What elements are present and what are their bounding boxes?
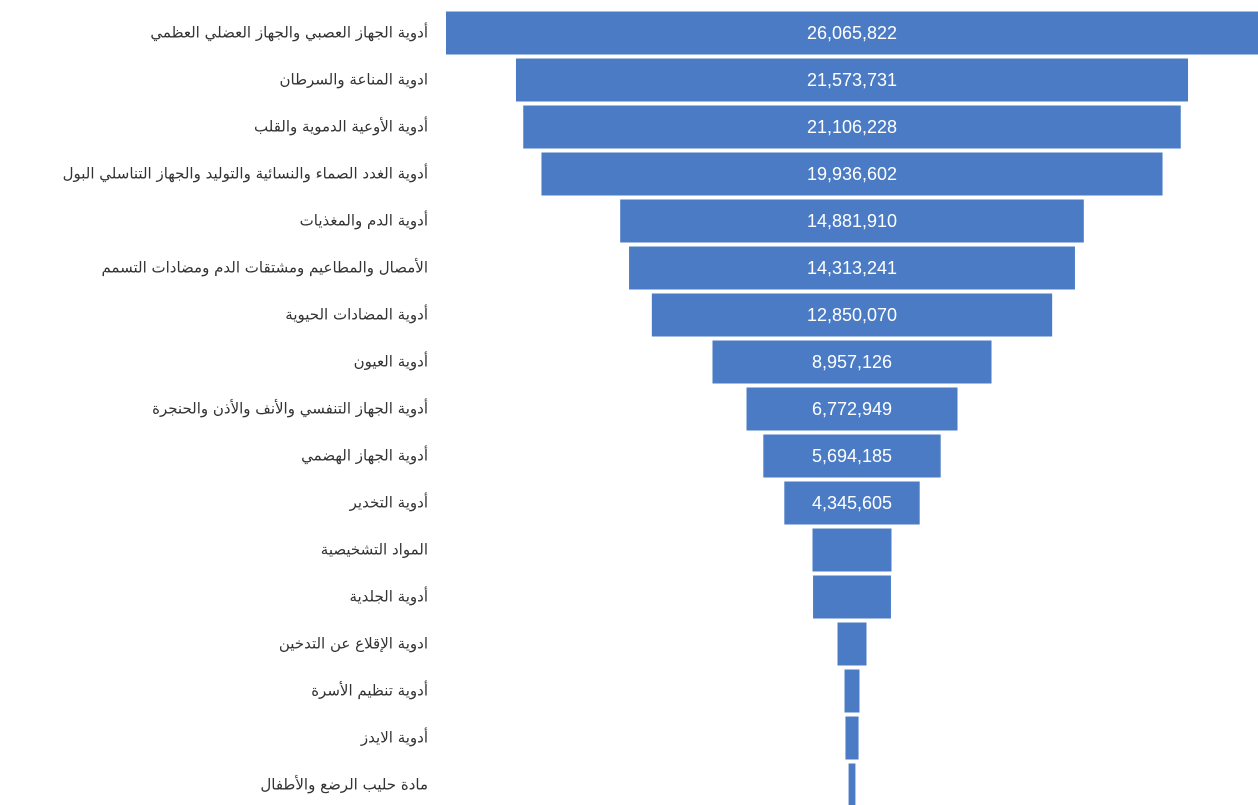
funnel-bar (763, 434, 941, 478)
value-label: 21,573,731 (807, 70, 897, 90)
category-label: أدوية الجهاز العصبي والجهاز العضلي العظم… (150, 23, 428, 43)
funnel-bar (845, 716, 859, 760)
category-label: أدوية تنظيم الأسرة (311, 681, 428, 700)
category-label: ادوية الإقلاع عن التدخين (279, 635, 428, 653)
category-label: أدوية المضادات الحيوية (285, 305, 428, 324)
value-label: 6,772,949 (812, 399, 892, 419)
funnel-bar (746, 387, 958, 431)
value-label: 4,345,605 (812, 493, 892, 513)
category-label: أدوية التخدير (349, 493, 428, 512)
funnel-bar (844, 669, 860, 713)
funnel-bar (848, 763, 856, 805)
funnel-bar (541, 152, 1163, 196)
funnel-bar (784, 481, 920, 525)
value-label: 14,881,910 (807, 211, 897, 231)
funnel-bar (629, 246, 1075, 290)
category-label: أدوية الجلدية (349, 587, 428, 606)
category-label: أدوية الجهاز الهضمي (301, 446, 428, 466)
funnel-bar (620, 199, 1084, 243)
funnel-bar (712, 340, 992, 384)
value-label: 5,694,185 (812, 446, 892, 466)
value-label: 21,106,228 (807, 117, 897, 137)
category-label: أدوية الايدز (360, 728, 428, 747)
funnel-bar (813, 575, 891, 619)
category-label: أدوية الجهاز التنفسي والأنف والأذن والحن… (152, 399, 428, 419)
value-label: 12,850,070 (807, 305, 897, 325)
funnel-bar (651, 293, 1053, 337)
value-label: 8,957,126 (812, 352, 892, 372)
category-label: أدوية الغدد الصماء والنسائية والتوليد وا… (63, 164, 428, 184)
funnel-bar (446, 11, 1258, 55)
funnel-bar (515, 58, 1189, 102)
value-label: 14,313,241 (807, 258, 897, 278)
category-label: المواد التشخيصية (321, 541, 428, 559)
funnel-bar (523, 105, 1181, 149)
funnel-bar (837, 622, 867, 666)
value-label: 19,936,602 (807, 164, 897, 184)
category-label: أدوية الأوعية الدموية والقلب (254, 117, 428, 136)
category-label: الأمصال والمطاعيم ومشتقات الدم ومضادات ا… (101, 258, 428, 277)
category-label: أدوية العيون (354, 352, 428, 371)
funnel-bar (812, 528, 892, 572)
category-label: أدوية الدم والمغذيات (300, 211, 428, 230)
category-label: مادة حليب الرضع والأطفال (260, 775, 428, 794)
value-label: 26,065,822 (807, 23, 897, 43)
category-label: ادوية المناعة والسرطان (279, 71, 428, 89)
